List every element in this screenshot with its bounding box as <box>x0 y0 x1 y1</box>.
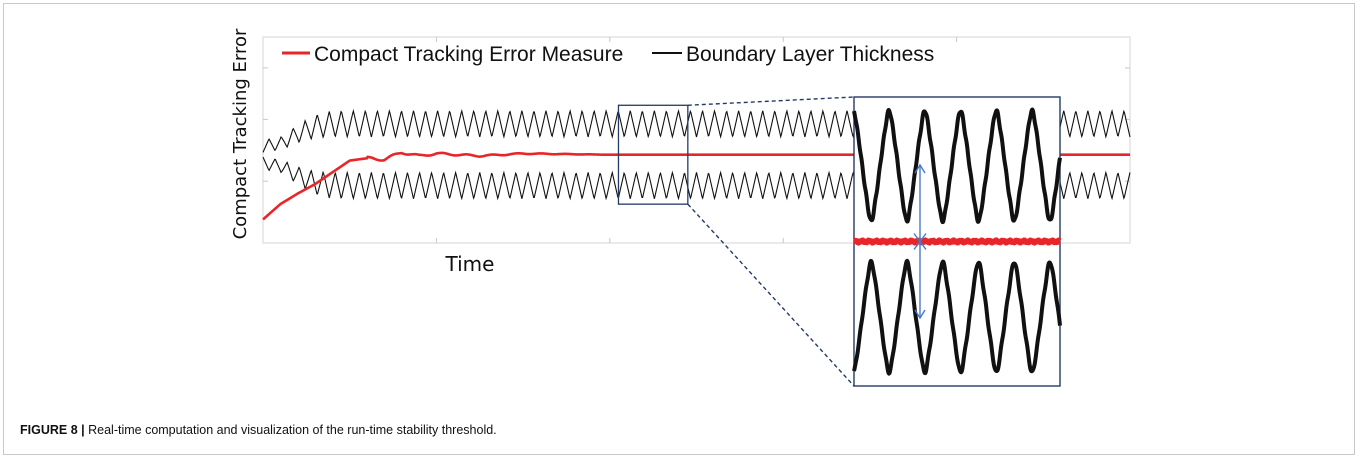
inset-boundary-layer-lower <box>852 258 1062 376</box>
figure-caption: FIGURE 8 | Real-time computation and vis… <box>20 423 497 437</box>
legend-label-boundary-layer: Boundary Layer Thickness <box>686 43 934 66</box>
axis-ticks <box>263 37 1130 243</box>
y-axis-label: Compact Tracking Error <box>230 28 251 239</box>
plot-area <box>262 36 1131 244</box>
zoom-window <box>617 104 689 205</box>
inset-boundary-layer-upper <box>852 107 1062 225</box>
inset-tracking-error <box>852 237 1062 246</box>
zoom-connectors <box>687 96 855 387</box>
figure-frame <box>3 3 1355 455</box>
threshold-arrowhead-top <box>914 163 926 174</box>
zoom-inset <box>852 96 1062 387</box>
legend-label-tracking-error: Compact Tracking Error Measure <box>314 43 623 66</box>
figure-label: FIGURE 8 | <box>20 423 85 437</box>
threshold-arrowhead-bottom <box>914 309 926 320</box>
x-axis-label: Time <box>445 252 495 276</box>
connector-top <box>687 96 855 106</box>
threshold-arrowhead-middle <box>913 233 927 250</box>
connector-bottom <box>687 203 855 387</box>
legend: Compact Tracking Error Measure Boundary … <box>282 43 934 66</box>
figure-caption-text: Real-time computation and visualization … <box>88 423 497 437</box>
